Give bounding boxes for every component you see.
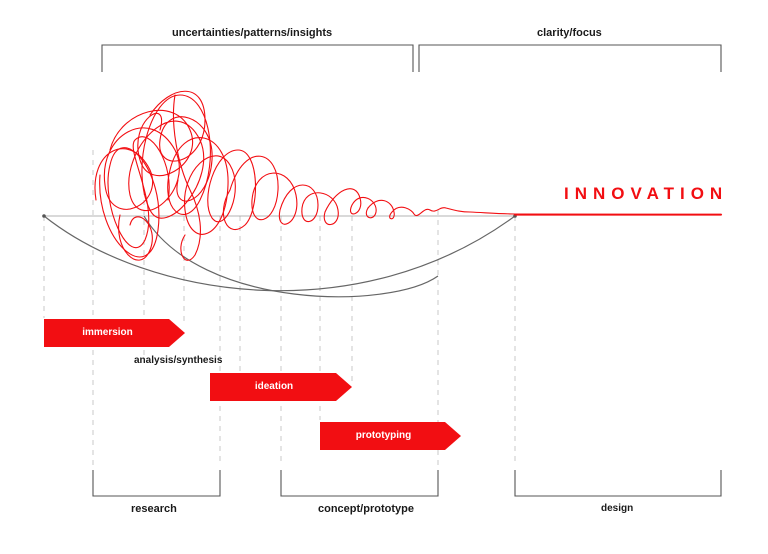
- phase-arrow-immersion: immersion: [44, 319, 185, 347]
- phase-label-analysis: analysis/synthesis: [134, 355, 223, 366]
- bottom-label-research: research: [131, 503, 177, 515]
- arc-start-dot: [42, 214, 46, 218]
- bottom-label-concept: concept/prototype: [318, 503, 414, 515]
- top-label-right: clarity/focus: [537, 27, 602, 39]
- bottom-bracket-design: [514, 470, 722, 497]
- phase-arrow-prototyping: prototyping: [320, 422, 461, 450]
- top-bracket-left: [101, 44, 414, 72]
- phase-arrow-ideation: ideation: [210, 373, 352, 401]
- top-label-left: uncertainties/patterns/insights: [172, 27, 333, 39]
- innovation-label: INNOVATION: [564, 184, 729, 203]
- top-bracket-right: [418, 44, 722, 72]
- dashed-guides: [43, 150, 516, 466]
- red-squiggle: [94, 90, 722, 261]
- bottom-bracket-research: [92, 470, 221, 497]
- arc-inner: [143, 215, 439, 298]
- arc-outer: [43, 215, 516, 292]
- bottom-bracket-concept: [280, 470, 439, 497]
- bottom-label-design: design: [601, 503, 634, 514]
